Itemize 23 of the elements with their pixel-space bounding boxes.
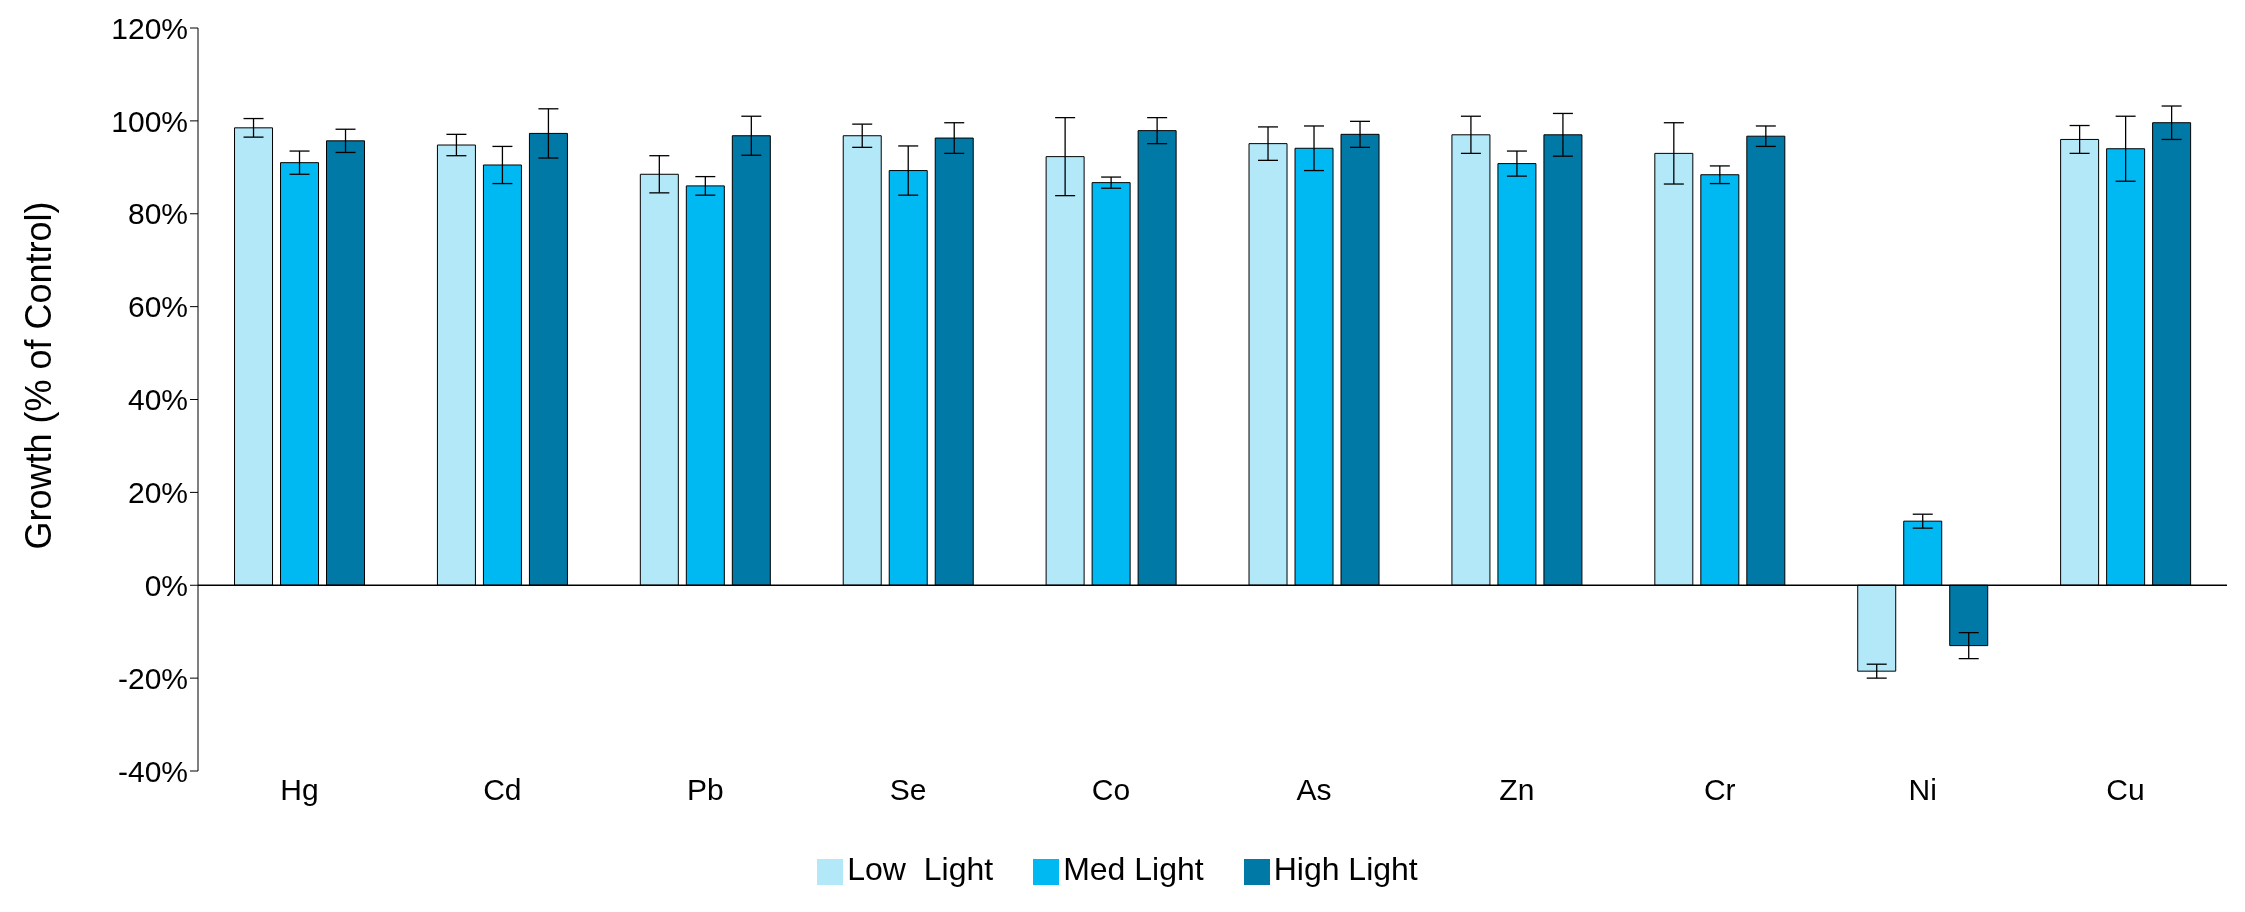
y-tick-label: -20%	[117, 661, 188, 695]
legend-label: Low Light	[847, 851, 994, 887]
y-tick-label: -40%	[117, 754, 188, 788]
x-tick-label: Cd	[483, 773, 522, 807]
y-axis-title: Growth (% of Control)	[17, 201, 59, 550]
x-tick-label: Zn	[1499, 773, 1535, 807]
y-tick-label: 100%	[111, 104, 188, 138]
x-tick-label: Ni	[1908, 773, 1937, 807]
y-tick-label: 0%	[144, 568, 188, 602]
x-tick-label: Cr	[1703, 773, 1736, 807]
x-tick-label: Se	[889, 773, 927, 807]
y-tick-label: 80%	[127, 197, 188, 231]
x-tick-label: Hg	[280, 773, 319, 807]
x-tick-label: As	[1296, 773, 1332, 807]
legend-label: Med Light	[1063, 851, 1204, 887]
x-tick-label: Cu	[2106, 773, 2145, 807]
y-tick-label: 120%	[111, 11, 188, 45]
x-tick-label: Co	[1091, 773, 1131, 807]
legend-label: High Light	[1273, 851, 1418, 887]
y-tick-label: 60%	[127, 290, 188, 324]
y-tick-label: 40%	[127, 383, 188, 417]
x-tick-label: Pb	[686, 773, 724, 807]
y-tick-label: 20%	[127, 476, 188, 510]
